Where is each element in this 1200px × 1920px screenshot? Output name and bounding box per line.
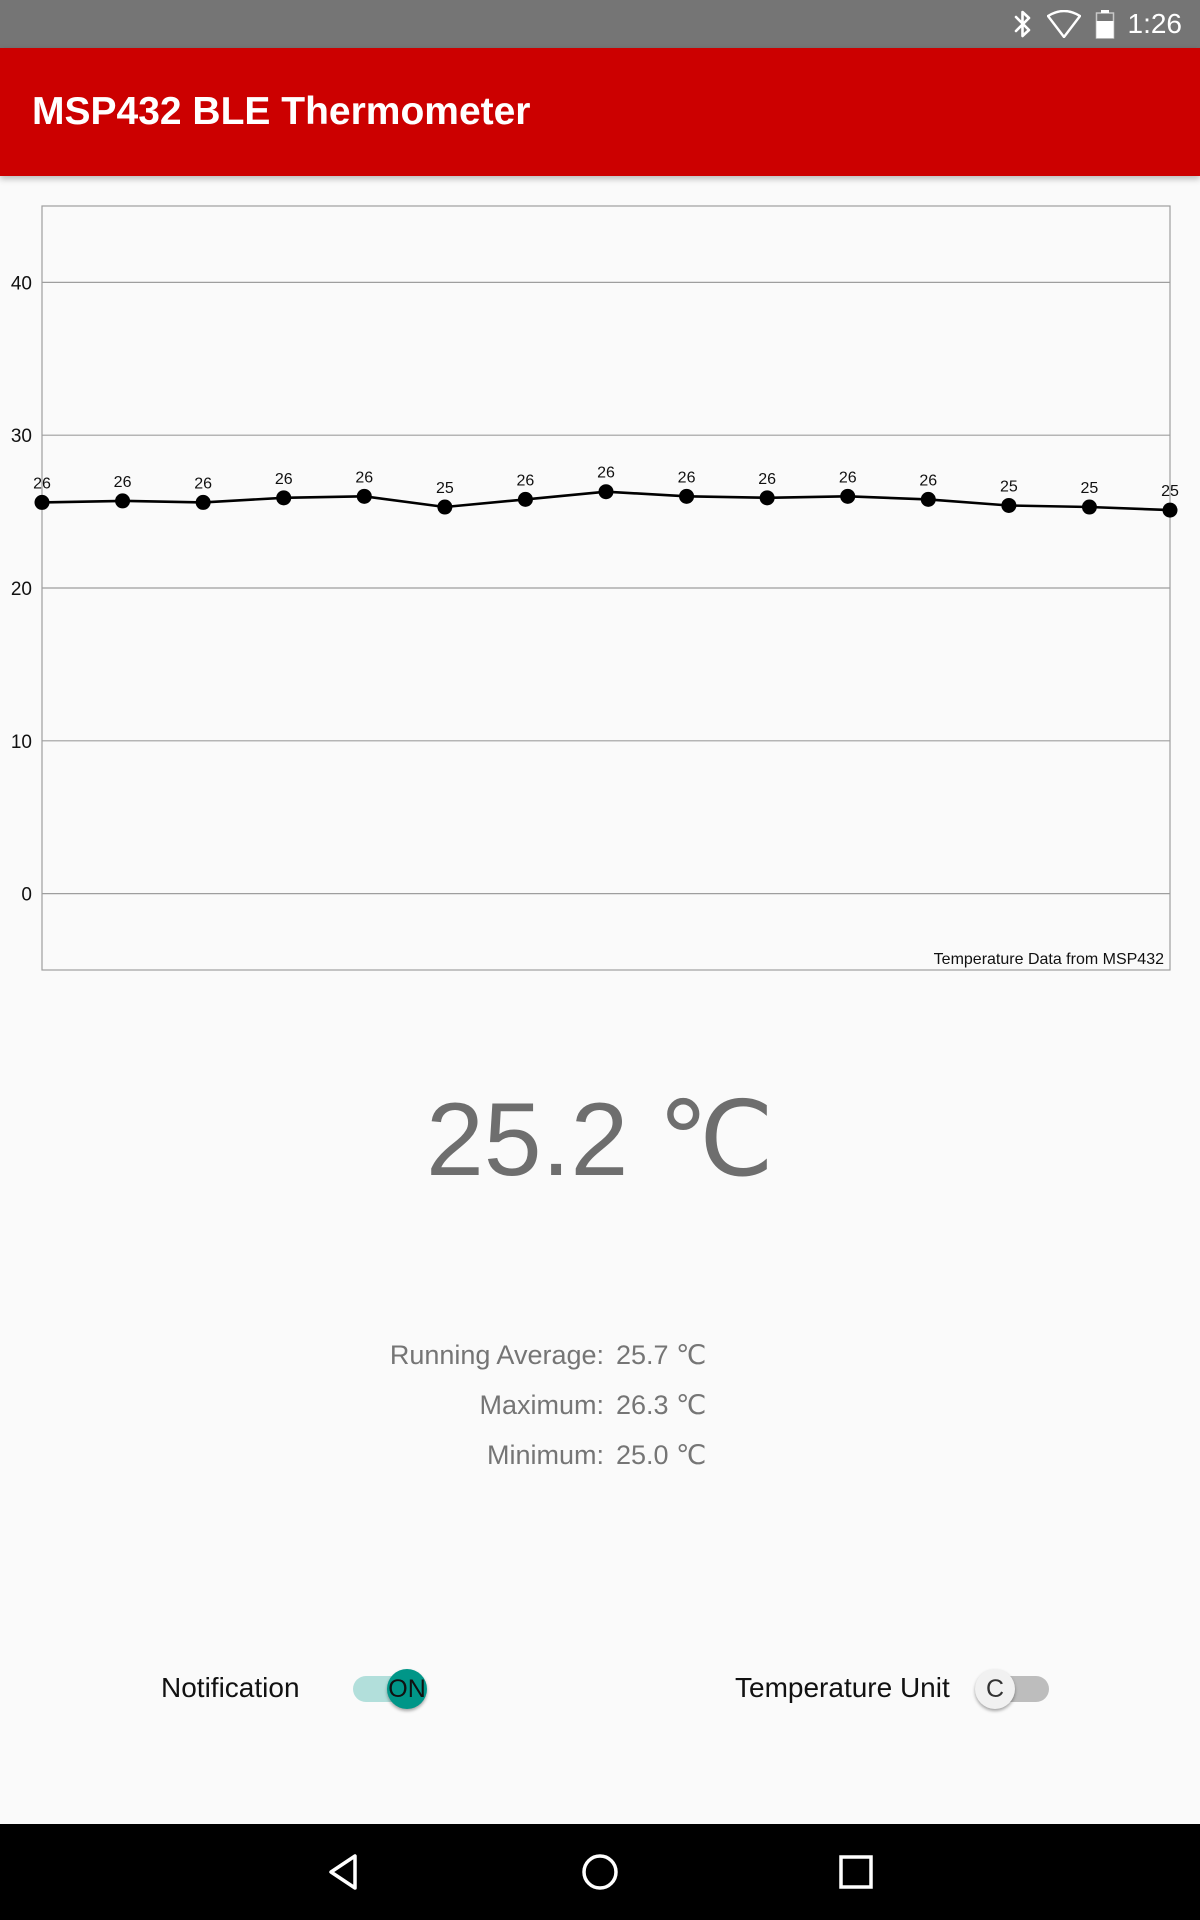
switch-thumb: ON bbox=[387, 1669, 427, 1709]
data-point bbox=[1001, 497, 1017, 513]
stat-minimum: Minimum: 25.0 ℃ bbox=[0, 1440, 1200, 1480]
chart-description: Temperature Data from MSP432 bbox=[934, 951, 1164, 968]
navigation-bar bbox=[0, 1824, 1200, 1920]
battery-icon bbox=[1090, 0, 1120, 48]
data-label: 26 bbox=[919, 472, 937, 489]
data-point bbox=[276, 490, 292, 506]
data-label: 25 bbox=[436, 480, 454, 497]
status-bar: 1:26 bbox=[0, 0, 1200, 48]
data-label: 25 bbox=[1081, 480, 1099, 497]
data-point bbox=[115, 493, 131, 509]
data-label: 26 bbox=[33, 475, 51, 492]
stat-maximum: Maximum: 26.3 ℃ bbox=[0, 1390, 1200, 1430]
stat-label: Running Average: bbox=[389, 1340, 604, 1370]
data-point bbox=[840, 488, 856, 504]
temperature-chart: 0 10 20 30 40 26 26 26 26 26 25 26 26 26 26 26 26 25 25 25 T… bbox=[0, 200, 1200, 980]
stat-label: Minimum: bbox=[486, 1440, 604, 1470]
data-point bbox=[920, 491, 936, 507]
data-label: 26 bbox=[194, 475, 212, 492]
data-label: 26 bbox=[355, 469, 373, 486]
data-point bbox=[437, 499, 453, 515]
data-point bbox=[356, 488, 372, 504]
temperature-unit-switch[interactable]: C bbox=[973, 1669, 1057, 1709]
recents-button[interactable] bbox=[796, 1824, 916, 1920]
home-icon bbox=[582, 1854, 618, 1890]
back-button[interactable] bbox=[284, 1824, 404, 1920]
app-bar: MSP432 BLE Thermometer bbox=[0, 48, 1200, 176]
back-icon bbox=[329, 1854, 357, 1890]
data-point bbox=[195, 494, 211, 510]
recents-icon bbox=[839, 1855, 873, 1889]
data-point bbox=[759, 490, 775, 506]
notification-label: Notification bbox=[161, 1672, 300, 1703]
stat-running-average: Running Average: 25.7 ℃ bbox=[0, 1340, 1200, 1380]
chart-svg: 0 10 20 30 40 26 26 26 26 26 25 26 26 26 26 26 26 25 25 25 T… bbox=[11, 205, 1179, 971]
data-label: 25 bbox=[1161, 483, 1179, 500]
data-point bbox=[1162, 502, 1178, 518]
y-tick-label: 0 bbox=[21, 885, 32, 906]
data-point bbox=[517, 491, 533, 507]
status-time: 1:26 bbox=[1127, 8, 1183, 39]
data-point bbox=[679, 488, 695, 504]
notification-switch[interactable]: ON bbox=[345, 1669, 429, 1709]
temperature-unit-label: Temperature Unit bbox=[735, 1672, 950, 1703]
data-label: 26 bbox=[758, 471, 776, 488]
data-label: 26 bbox=[275, 471, 293, 488]
stat-value: 25.7 ℃ bbox=[616, 1340, 707, 1370]
wifi-icon bbox=[1044, 0, 1084, 48]
data-point bbox=[34, 494, 50, 510]
data-label: 26 bbox=[114, 474, 132, 491]
data-point bbox=[1081, 499, 1097, 515]
y-tick-label: 30 bbox=[11, 426, 32, 447]
bluetooth-icon bbox=[1006, 0, 1040, 48]
current-temperature: 25.2 ℃ bbox=[425, 1082, 775, 1198]
y-tick-label: 20 bbox=[11, 579, 32, 600]
y-tick-label: 10 bbox=[11, 732, 32, 753]
home-button[interactable] bbox=[540, 1824, 660, 1920]
stat-value: 25.0 ℃ bbox=[616, 1440, 707, 1470]
data-label: 26 bbox=[839, 469, 857, 486]
stat-label: Maximum: bbox=[479, 1390, 604, 1420]
data-label: 25 bbox=[1000, 478, 1018, 495]
app-title: MSP432 BLE Thermometer bbox=[32, 90, 531, 133]
switch-thumb: C bbox=[975, 1669, 1015, 1709]
data-point bbox=[598, 484, 614, 500]
stat-value: 26.3 ℃ bbox=[616, 1390, 707, 1420]
data-label: 26 bbox=[597, 465, 615, 482]
y-tick-label: 40 bbox=[11, 273, 32, 294]
data-label: 26 bbox=[678, 469, 696, 486]
data-label: 26 bbox=[517, 472, 535, 489]
